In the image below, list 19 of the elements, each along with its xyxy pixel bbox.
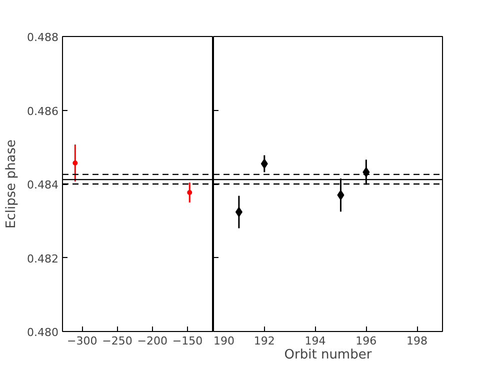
x-tick-label: −250 — [102, 334, 132, 348]
point — [260, 158, 268, 169]
y-tick-label: 0.484 — [27, 178, 59, 192]
x-tick-label: −200 — [137, 334, 168, 348]
x-tick-label: −150 — [172, 334, 203, 348]
x-tick-label: −300 — [67, 334, 98, 348]
y-tick-label: 0.486 — [27, 104, 59, 118]
x-tick-label: 192 — [254, 334, 275, 348]
y-tick-label: 0.488 — [27, 31, 59, 44]
x-tick-label: 198 — [406, 334, 428, 348]
x-tick-label: 196 — [356, 334, 377, 348]
point — [337, 190, 344, 200]
y-tick-label: 0.482 — [27, 252, 59, 266]
y-axis-title: Eclipse phase — [4, 140, 20, 228]
y-tick-label: 0.480 — [27, 326, 59, 339]
x-tick-label: 194 — [304, 334, 326, 348]
x-axis-title: Orbit number — [284, 348, 372, 362]
x-tick-label: 190 — [214, 334, 234, 348]
point — [235, 207, 242, 218]
